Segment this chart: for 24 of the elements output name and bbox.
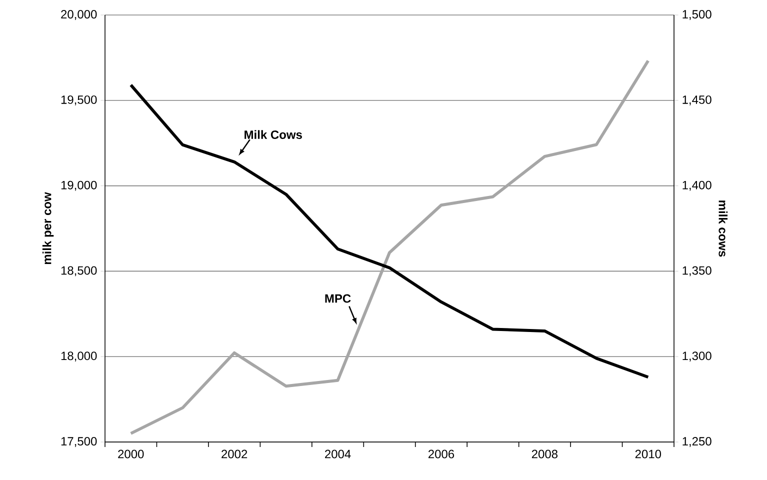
y2-tick-label: 1,500 <box>682 10 712 20</box>
y-tick-label: 18,000 <box>61 352 97 362</box>
y-tick-label: 19,500 <box>61 95 97 106</box>
y-tick-label: 18,500 <box>61 266 97 276</box>
x-tick-label: 2000 <box>118 450 144 458</box>
y-tick-label: 17,500 <box>61 437 97 447</box>
y2-tick-label: 1,300 <box>682 352 712 362</box>
line-series <box>129 59 650 435</box>
y2-tick-label: 1,250 <box>682 437 712 447</box>
y2-axis-title: milk cows <box>718 200 728 257</box>
y2-tick-label: 1,350 <box>682 266 712 276</box>
y2-tick-label: 1,450 <box>682 95 712 106</box>
text: Milk Cows <box>244 130 302 139</box>
x-tick-label: 2004 <box>325 450 351 458</box>
y-axis-title: milk per cow <box>42 192 54 264</box>
x-tick-label: 2008 <box>532 450 558 458</box>
x-tick-label: 2002 <box>222 450 248 458</box>
series-label: MPC <box>325 294 351 303</box>
y2-tick-label: 1,400 <box>682 180 712 191</box>
x-tick-label: 2010 <box>635 450 662 458</box>
y-tick-label: 19,000 <box>61 180 97 191</box>
line-series <box>129 84 650 379</box>
y-tick-label: 20,000 <box>61 10 97 20</box>
x-tick-label: 2006 <box>428 450 454 458</box>
